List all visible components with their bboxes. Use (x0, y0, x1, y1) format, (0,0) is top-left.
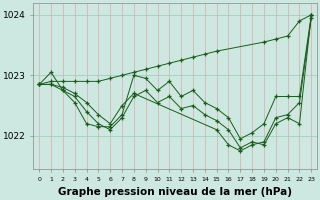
X-axis label: Graphe pression niveau de la mer (hPa): Graphe pression niveau de la mer (hPa) (58, 187, 292, 197)
